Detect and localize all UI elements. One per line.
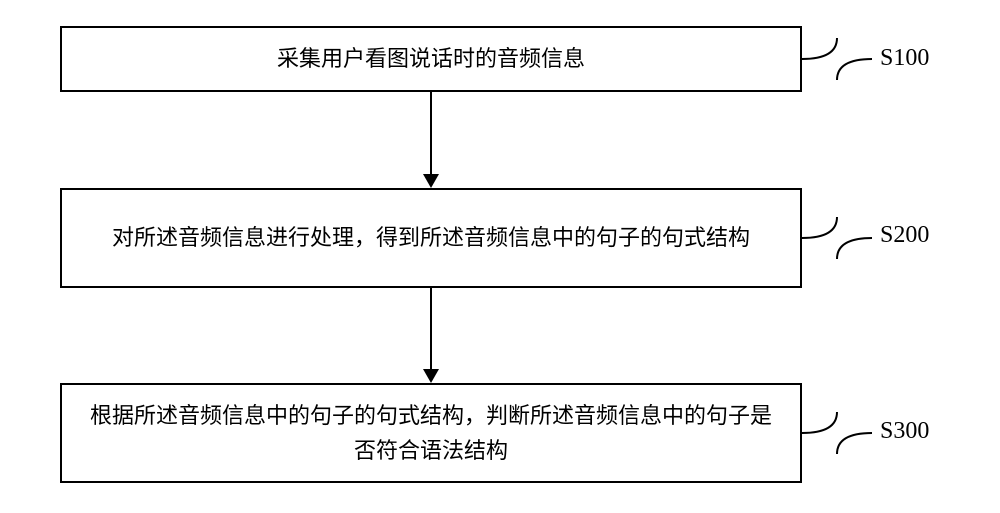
flow-label-s200: S200 [880,222,929,249]
flow-step-s200-text: 对所述音频信息进行处理，得到所述音频信息中的句子的句式结构 [112,220,750,255]
flow-step-s100-text: 采集用户看图说话时的音频信息 [277,41,585,76]
connector-s300 [802,412,877,454]
flow-step-s100: 采集用户看图说话时的音频信息 [60,26,802,92]
connector-s100 [802,38,877,80]
flow-label-s100: S100 [880,45,929,72]
arrow-s100-s200 [419,92,443,190]
flow-step-s300: 根据所述音频信息中的句子的句式结构，判断所述音频信息中的句子是否符合语法结构 [60,383,802,483]
flow-label-s300: S300 [880,418,929,445]
arrow-s200-s300 [419,288,443,385]
flow-step-s200: 对所述音频信息进行处理，得到所述音频信息中的句子的句式结构 [60,188,802,288]
connector-s200 [802,217,877,259]
flow-step-s300-text: 根据所述音频信息中的句子的句式结构，判断所述音频信息中的句子是否符合语法结构 [82,398,780,468]
